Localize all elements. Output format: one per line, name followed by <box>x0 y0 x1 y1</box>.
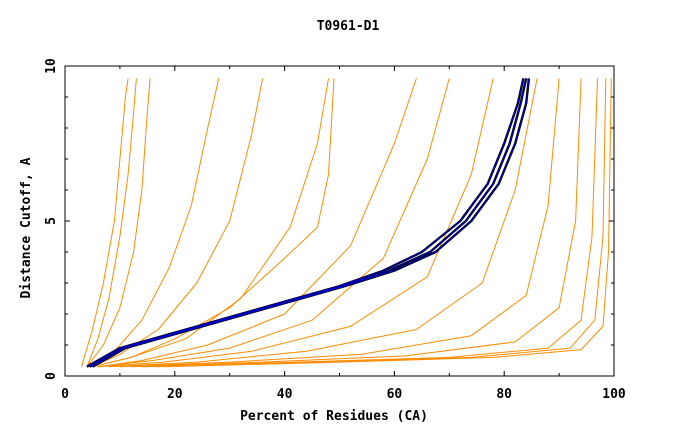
series-line-orange <box>92 78 264 368</box>
plot-area <box>81 78 612 368</box>
series-line-highlight <box>89 78 528 368</box>
x-tick-label: 80 <box>496 387 512 402</box>
y-axis-label: Distance Cutoff, A <box>19 157 34 298</box>
series-line-highlight-inner <box>86 78 524 368</box>
x-tick-label: 0 <box>61 387 69 402</box>
series-line-orange <box>130 78 582 368</box>
series-line-orange <box>92 78 335 368</box>
series-line-orange <box>86 78 137 367</box>
series-line-orange <box>97 78 450 368</box>
series-line-orange <box>92 78 220 368</box>
series-line-orange <box>97 78 417 368</box>
x-tick-label: 40 <box>277 387 293 402</box>
series-line-orange <box>81 78 129 367</box>
x-tick-label: 20 <box>167 387 183 402</box>
y-tick-label: 0 <box>44 372 59 380</box>
x-tick-label: 60 <box>387 387 403 402</box>
series-line-orange <box>141 78 598 368</box>
chart-title: T0961-D1 <box>317 19 380 34</box>
series-line-orange <box>119 78 560 368</box>
y-tick-label: 10 <box>44 58 59 74</box>
series-line-orange <box>97 78 494 368</box>
series-line-highlight-inner <box>89 78 527 368</box>
axis-ticks: 0 20 40 60 80 100 0 5 10 <box>44 58 626 402</box>
series-line-orange <box>86 78 151 368</box>
series-line-orange <box>152 78 607 368</box>
y-tick-label: 5 <box>44 217 59 225</box>
x-tick-label: 100 <box>602 387 626 402</box>
x-axis-label: Percent of Residues (CA) <box>240 409 428 424</box>
series-line-orange <box>108 78 538 368</box>
series-line-orange <box>163 78 612 368</box>
series-line-highlight-inner <box>92 78 530 368</box>
